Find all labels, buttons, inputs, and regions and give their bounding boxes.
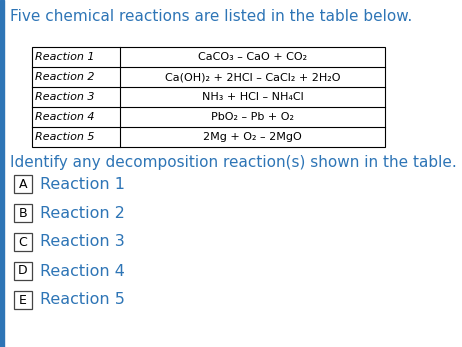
Bar <box>0 0 4 347</box>
Bar <box>14 291 32 309</box>
Text: C: C <box>18 236 27 248</box>
Bar <box>14 233 32 251</box>
Text: Reaction 2: Reaction 2 <box>35 72 95 82</box>
Text: Reaction 4: Reaction 4 <box>40 263 125 279</box>
Text: Reaction 3: Reaction 3 <box>40 235 125 249</box>
Text: Reaction 3: Reaction 3 <box>35 92 95 102</box>
Text: Reaction 1: Reaction 1 <box>40 177 125 192</box>
Bar <box>14 204 32 222</box>
Text: Identify any decomposition reaction(s) shown in the table.: Identify any decomposition reaction(s) s… <box>10 155 457 170</box>
Text: 2Mg + O₂ – 2MgO: 2Mg + O₂ – 2MgO <box>203 132 302 142</box>
Text: CaCO₃ – CaO + CO₂: CaCO₃ – CaO + CO₂ <box>198 52 307 62</box>
Text: B: B <box>18 206 27 220</box>
Bar <box>14 262 32 280</box>
Text: Reaction 4: Reaction 4 <box>35 112 95 122</box>
Text: Reaction 5: Reaction 5 <box>35 132 95 142</box>
Bar <box>32 47 385 147</box>
Text: Reaction 1: Reaction 1 <box>35 52 95 62</box>
Text: E: E <box>19 294 27 306</box>
Text: Reaction 2: Reaction 2 <box>40 205 125 220</box>
Text: NH₃ + HCl – NH₄Cl: NH₃ + HCl – NH₄Cl <box>201 92 304 102</box>
Text: Five chemical reactions are listed in the table below.: Five chemical reactions are listed in th… <box>10 9 412 24</box>
Text: Ca(OH)₂ + 2HCl – CaCl₂ + 2H₂O: Ca(OH)₂ + 2HCl – CaCl₂ + 2H₂O <box>165 72 340 82</box>
Bar <box>14 175 32 193</box>
Text: A: A <box>19 178 27 191</box>
Text: PbO₂ – Pb + O₂: PbO₂ – Pb + O₂ <box>211 112 294 122</box>
Text: Reaction 5: Reaction 5 <box>40 293 125 307</box>
Text: D: D <box>18 264 28 278</box>
